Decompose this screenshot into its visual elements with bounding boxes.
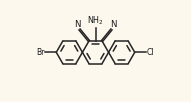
Text: Cl: Cl <box>147 48 154 57</box>
Text: Br: Br <box>36 48 44 57</box>
Text: N: N <box>74 20 80 29</box>
Text: NH$_2$: NH$_2$ <box>87 15 104 27</box>
Text: N: N <box>111 20 117 29</box>
